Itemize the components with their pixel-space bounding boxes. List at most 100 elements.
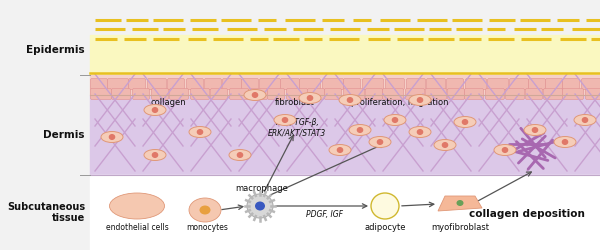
Bar [90, 95, 600, 175]
Ellipse shape [144, 150, 166, 160]
FancyBboxPatch shape [482, 78, 499, 90]
Ellipse shape [152, 152, 158, 158]
Ellipse shape [349, 124, 371, 136]
FancyBboxPatch shape [236, 78, 254, 90]
Ellipse shape [369, 136, 391, 147]
Text: IL-6, TGF-β,
ERK/AKT/STAT3: IL-6, TGF-β, ERK/AKT/STAT3 [268, 118, 326, 138]
FancyBboxPatch shape [536, 78, 554, 90]
FancyBboxPatch shape [409, 88, 431, 100]
Text: macrophage: macrophage [236, 184, 289, 193]
FancyBboxPatch shape [575, 78, 595, 90]
Polygon shape [438, 196, 482, 211]
FancyBboxPatch shape [235, 88, 253, 100]
Ellipse shape [347, 97, 353, 103]
Ellipse shape [307, 95, 313, 101]
Ellipse shape [274, 114, 296, 126]
Ellipse shape [562, 139, 568, 145]
FancyBboxPatch shape [445, 78, 464, 90]
Text: proliferation, migration: proliferation, migration [351, 98, 449, 107]
Ellipse shape [392, 117, 398, 123]
Text: adipocyte: adipocyte [364, 223, 406, 232]
FancyBboxPatch shape [317, 78, 337, 90]
Ellipse shape [434, 140, 456, 150]
FancyBboxPatch shape [356, 78, 376, 90]
FancyBboxPatch shape [512, 88, 532, 100]
Ellipse shape [282, 117, 289, 123]
Ellipse shape [494, 144, 516, 156]
FancyBboxPatch shape [154, 88, 175, 100]
FancyBboxPatch shape [133, 78, 154, 90]
FancyBboxPatch shape [274, 78, 295, 90]
Ellipse shape [377, 139, 383, 145]
FancyBboxPatch shape [473, 88, 491, 100]
Ellipse shape [109, 134, 115, 140]
Bar [90, 35, 600, 75]
Ellipse shape [329, 144, 351, 156]
Text: Epidermis: Epidermis [26, 45, 85, 55]
Ellipse shape [189, 126, 211, 138]
Text: Dermis: Dermis [44, 130, 85, 140]
Text: collagen deposition: collagen deposition [469, 209, 585, 219]
Ellipse shape [416, 97, 424, 103]
FancyBboxPatch shape [217, 88, 233, 100]
Ellipse shape [299, 92, 321, 104]
Ellipse shape [462, 119, 469, 125]
FancyBboxPatch shape [533, 88, 551, 100]
Ellipse shape [337, 147, 343, 153]
FancyBboxPatch shape [289, 88, 310, 100]
FancyBboxPatch shape [253, 88, 271, 100]
Bar [90, 175, 600, 250]
FancyBboxPatch shape [349, 88, 371, 100]
Ellipse shape [524, 124, 546, 136]
Ellipse shape [554, 136, 576, 147]
Ellipse shape [229, 150, 251, 160]
FancyBboxPatch shape [595, 78, 600, 90]
FancyBboxPatch shape [271, 88, 289, 100]
Text: PDGF, IGF: PDGF, IGF [307, 210, 343, 218]
FancyBboxPatch shape [254, 78, 272, 90]
FancyBboxPatch shape [155, 78, 173, 90]
FancyBboxPatch shape [371, 88, 389, 100]
Ellipse shape [236, 152, 244, 158]
FancyBboxPatch shape [218, 78, 235, 90]
FancyBboxPatch shape [491, 88, 511, 100]
Ellipse shape [409, 94, 431, 106]
Ellipse shape [252, 92, 259, 98]
FancyBboxPatch shape [431, 88, 452, 100]
Text: endothelial cells: endothelial cells [106, 223, 169, 232]
FancyBboxPatch shape [377, 78, 398, 90]
Ellipse shape [457, 200, 464, 206]
FancyBboxPatch shape [553, 88, 571, 100]
FancyBboxPatch shape [133, 88, 154, 100]
FancyBboxPatch shape [464, 78, 482, 90]
FancyBboxPatch shape [91, 78, 112, 90]
Ellipse shape [247, 194, 273, 218]
Ellipse shape [409, 126, 431, 138]
Text: collagen: collagen [150, 98, 186, 107]
FancyBboxPatch shape [113, 78, 131, 90]
FancyBboxPatch shape [173, 78, 193, 90]
Ellipse shape [255, 202, 265, 210]
FancyBboxPatch shape [421, 78, 443, 90]
FancyBboxPatch shape [592, 88, 600, 100]
FancyBboxPatch shape [194, 78, 215, 90]
Text: monocytes: monocytes [186, 223, 228, 232]
Ellipse shape [502, 147, 508, 153]
Ellipse shape [582, 117, 588, 123]
FancyBboxPatch shape [389, 88, 409, 100]
Text: myofibroblast: myofibroblast [431, 223, 489, 232]
FancyBboxPatch shape [110, 88, 131, 100]
Ellipse shape [244, 90, 266, 101]
Ellipse shape [152, 107, 158, 113]
FancyBboxPatch shape [197, 88, 215, 100]
Ellipse shape [189, 198, 221, 222]
Ellipse shape [442, 142, 448, 148]
Ellipse shape [532, 127, 538, 133]
Ellipse shape [101, 132, 123, 142]
Ellipse shape [356, 127, 364, 133]
FancyBboxPatch shape [332, 88, 349, 100]
Ellipse shape [144, 104, 166, 116]
Bar [0, 0, 90, 250]
FancyBboxPatch shape [176, 88, 196, 100]
FancyBboxPatch shape [398, 78, 419, 90]
